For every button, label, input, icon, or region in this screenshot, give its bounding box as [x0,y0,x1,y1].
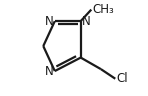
Text: N: N [45,65,54,78]
Text: N: N [82,15,90,28]
Text: N: N [45,15,54,28]
Text: CH₃: CH₃ [92,3,114,16]
Text: Cl: Cl [116,72,128,85]
